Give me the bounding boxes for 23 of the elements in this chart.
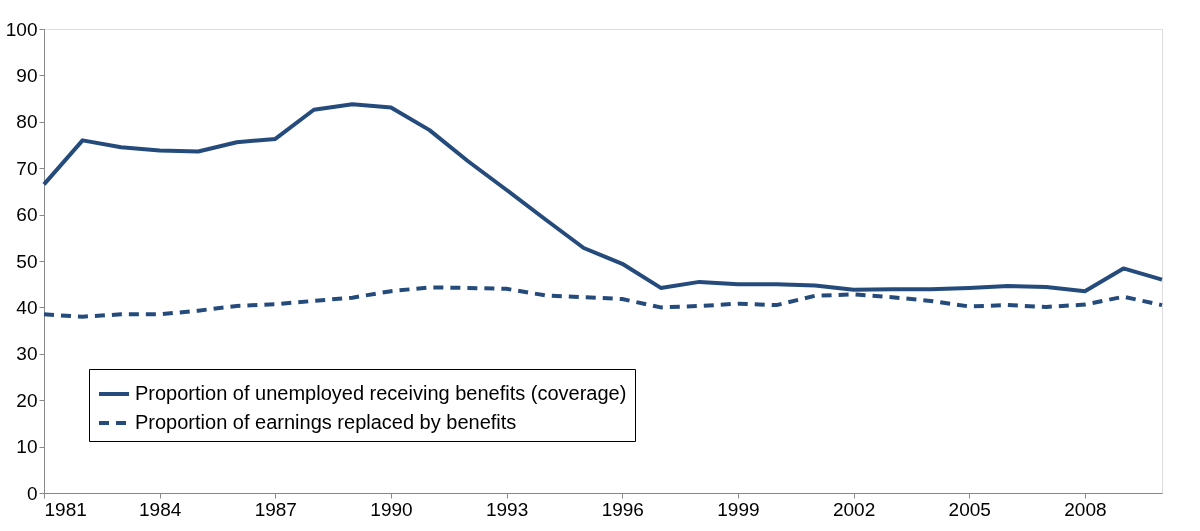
x-tick-label: 2008 — [1064, 498, 1107, 520]
x-tick-label: 1990 — [370, 498, 413, 520]
y-tick-label: 10 — [16, 436, 38, 458]
x-tick-label: 1987 — [254, 498, 297, 520]
legend-label: Proportion of earnings replaced by benefits — [135, 411, 517, 433]
x-tick-label: 1996 — [601, 498, 644, 520]
x-tick-label: 1999 — [717, 498, 760, 520]
y-tick-label: 40 — [16, 296, 38, 318]
y-tick-label: 100 — [5, 18, 38, 40]
y-tick-label: 80 — [16, 111, 38, 133]
y-tick-label: 70 — [16, 157, 38, 179]
x-tick-label: 2002 — [832, 498, 876, 520]
x-tick-label: 1981 — [44, 498, 87, 520]
x-tick-label: 1993 — [485, 498, 529, 520]
y-tick-label: 0 — [26, 482, 38, 504]
y-tick-label: 50 — [16, 250, 38, 272]
y-tick-label: 90 — [16, 64, 38, 86]
x-tick-label: 2005 — [948, 498, 991, 520]
legend-label: Proportion of unemployed receiving benefits (coverage) — [135, 382, 627, 404]
y-tick-label: 20 — [16, 389, 38, 411]
x-tick-label: 1984 — [139, 498, 182, 520]
y-tick-label: 30 — [16, 343, 38, 365]
y-tick-label: 60 — [16, 204, 38, 226]
